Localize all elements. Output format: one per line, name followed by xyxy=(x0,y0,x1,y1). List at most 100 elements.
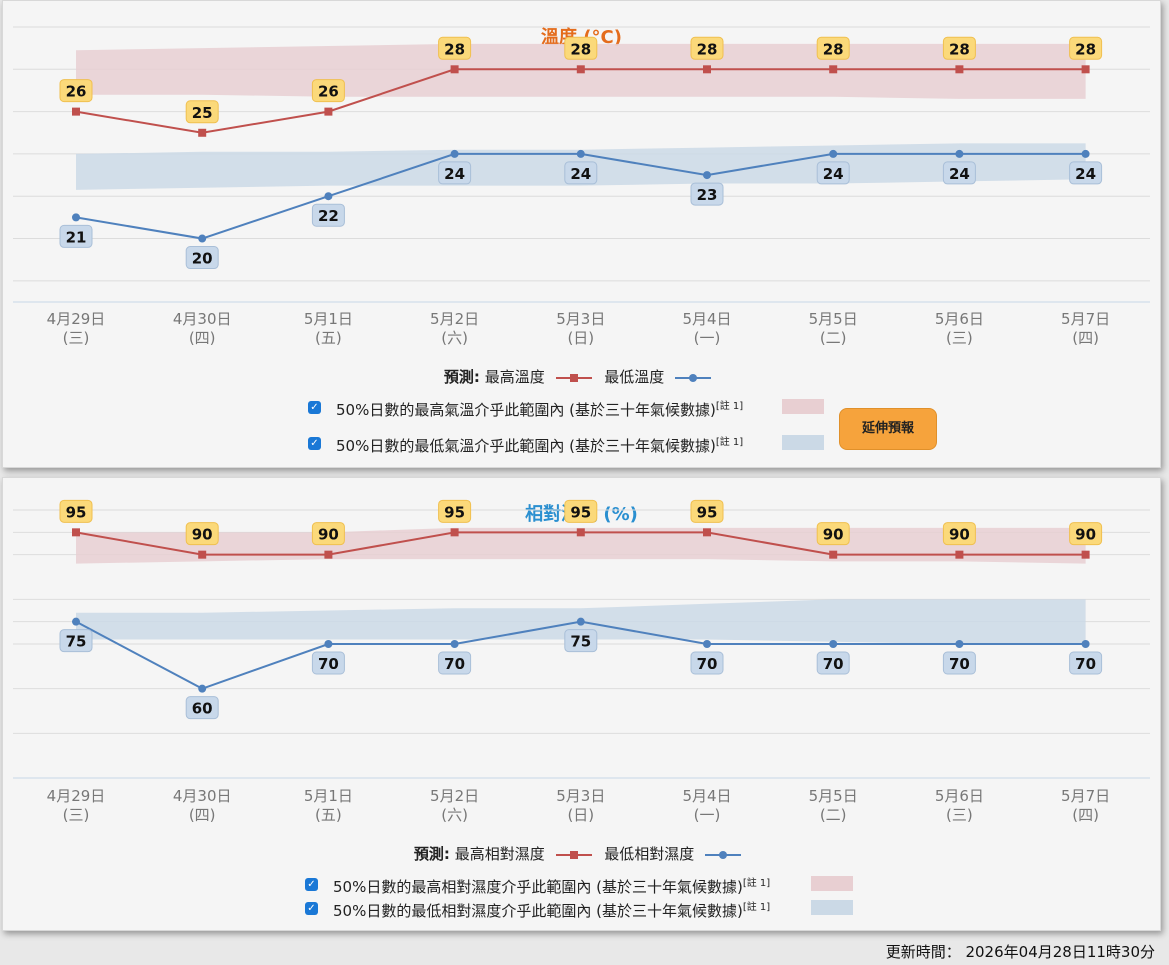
max-point xyxy=(703,528,711,537)
max-point xyxy=(955,550,964,559)
min-band-swatch xyxy=(811,900,853,915)
max-point xyxy=(72,107,80,116)
x-tick-label: 5月3日 xyxy=(556,787,605,805)
max-data-label: 28 xyxy=(949,40,970,58)
max-point xyxy=(198,550,207,559)
x-tick-weekday: (三) xyxy=(63,806,90,824)
max-data-label-bg xyxy=(942,522,976,546)
x-tick-label: 5月4日 xyxy=(682,310,731,328)
x-tick-weekday: (四) xyxy=(1072,329,1099,347)
max-point xyxy=(450,65,459,74)
max-point xyxy=(955,65,964,74)
max-data-label: 28 xyxy=(444,40,465,58)
max-data-label-bg xyxy=(59,499,93,523)
min-point xyxy=(1081,149,1090,158)
max-point xyxy=(1081,65,1090,74)
max-data-label: 95 xyxy=(444,503,465,521)
max-band-checkbox[interactable]: ✓ xyxy=(308,401,321,414)
x-tick-weekday: (四) xyxy=(189,329,216,347)
max-data-label-bg xyxy=(311,522,345,546)
min-point xyxy=(72,617,80,626)
min-point xyxy=(576,617,585,626)
max-data-label-bg xyxy=(816,36,850,60)
max-point xyxy=(576,65,585,74)
min-data-label: 24 xyxy=(570,165,591,183)
max-data-label-bg xyxy=(564,499,598,523)
temperature-panel: 溫度 (°C) 26 25 26 28 28 28 28 28 28 21 20 22 24 24 23 24… xyxy=(2,0,1161,468)
x-tick-label: 4月29日 xyxy=(47,310,106,328)
max-point xyxy=(324,107,333,116)
min-band-checkbox[interactable]: ✓ xyxy=(308,437,321,450)
max-data-label: 95 xyxy=(570,503,591,521)
max-data-label: 26 xyxy=(318,83,339,101)
temperature-chart: 26 25 26 28 28 28 28 28 28 21 20 22 24 24 23 24 24 24 4月29… xyxy=(13,26,1150,347)
min-data-label-bg xyxy=(564,629,598,653)
legend-prefix: 預測: xyxy=(443,368,480,386)
min-data-label: 70 xyxy=(823,655,844,673)
min-data-label-bg xyxy=(59,629,93,653)
min-point xyxy=(703,640,711,648)
max-data-label-bg xyxy=(185,100,219,124)
humidity-panel: 相對濕度 (%) 95 90 90 95 95 95 90 90 90 75 60 70 70 75 70 7… xyxy=(2,477,1161,931)
min-data-label: 70 xyxy=(318,655,339,673)
x-tick-weekday: (一) xyxy=(694,806,721,824)
legend-min-label: 最低相對濕度 xyxy=(604,845,695,863)
x-tick-label: 4月30日 xyxy=(173,787,232,805)
x-tick-label: 5月3日 xyxy=(556,310,605,328)
x-tick-weekday: (三) xyxy=(946,329,973,347)
humidity-chart: 95 90 90 95 95 95 90 90 90 75 60 70 70 75 70 70 70 70 4月29… xyxy=(13,499,1150,824)
max-point xyxy=(703,65,711,74)
min-point xyxy=(324,640,333,648)
x-tick-weekday: (六) xyxy=(441,806,468,824)
max-data-label: 28 xyxy=(570,40,591,58)
max-data-label: 25 xyxy=(192,104,213,122)
min-data-label-bg xyxy=(438,651,472,675)
max-data-label-bg xyxy=(1069,522,1103,546)
extended-forecast-button[interactable]: 延伸預報 xyxy=(839,408,937,450)
min-point xyxy=(198,684,207,693)
min-band-note: 50%日數的最低相對濕度介乎此範圍內 (基於三十年氣候數據)[註 1] xyxy=(333,902,771,920)
x-tick-label: 5月6日 xyxy=(935,310,984,328)
max-data-label-bg xyxy=(185,522,219,546)
x-tick-label: 5月5日 xyxy=(809,787,858,805)
max-data-label-bg xyxy=(690,499,724,523)
min-data-label-bg xyxy=(1069,651,1103,675)
x-tick-label: 5月7日 xyxy=(1061,787,1110,805)
max-data-label-bg xyxy=(816,522,850,546)
min-band-checkbox[interactable]: ✓ xyxy=(305,902,318,915)
min-point xyxy=(703,171,711,180)
min-data-label-bg xyxy=(690,651,724,675)
min-data-label: 24 xyxy=(949,165,970,183)
min-data-label-bg xyxy=(690,182,724,206)
min-band-swatch xyxy=(782,435,824,450)
max-data-label: 28 xyxy=(823,40,844,58)
x-tick-weekday: (日) xyxy=(567,329,594,347)
legend-max-label: 最高溫度 xyxy=(484,368,545,386)
min-point xyxy=(450,149,459,158)
min-data-label-bg xyxy=(59,224,93,248)
max-data-label-bg xyxy=(311,79,345,103)
min-data-label: 21 xyxy=(66,228,87,246)
legend-min-label: 最低溫度 xyxy=(604,368,665,386)
max-data-label-bg xyxy=(564,36,598,60)
max-band-swatch xyxy=(782,399,824,414)
min-data-label: 24 xyxy=(1075,165,1096,183)
max-data-label-bg xyxy=(1069,36,1103,60)
humidity-legend: 預測: 最高相對濕度 最低相對濕度 xyxy=(3,843,1160,864)
min-data-label-bg xyxy=(311,203,345,227)
max-point xyxy=(576,528,585,537)
x-tick-weekday: (四) xyxy=(1072,806,1099,824)
x-tick-weekday: (日) xyxy=(567,806,594,824)
max-band-note: 50%日數的最高相對濕度介乎此範圍內 (基於三十年氣候數據)[註 1] xyxy=(333,878,771,896)
min-data-label: 70 xyxy=(697,655,718,673)
max-data-label: 90 xyxy=(318,526,339,544)
max-band-note: 50%日數的最高氣溫介乎此範圍內 (基於三十年氣候數據)[註 1] xyxy=(336,401,744,419)
legend-max-line-icon xyxy=(555,372,592,384)
x-tick-label: 5月1日 xyxy=(304,310,353,328)
max-data-label-bg xyxy=(690,36,724,60)
max-point xyxy=(324,550,333,559)
max-band-checkbox[interactable]: ✓ xyxy=(305,878,318,891)
x-tick-label: 5月2日 xyxy=(430,787,479,805)
x-tick-weekday: (二) xyxy=(820,806,847,824)
min-point xyxy=(955,149,964,158)
